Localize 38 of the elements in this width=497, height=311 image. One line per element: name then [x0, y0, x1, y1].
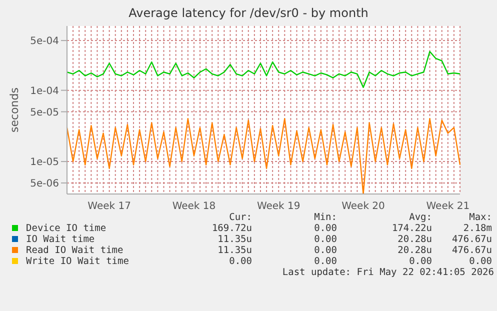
x-tick-label: Week 21 — [426, 201, 470, 212]
text: 0.00 — [313, 245, 337, 256]
legend-label: Write IO Wait time — [25, 256, 130, 267]
text: 0.00 — [313, 223, 337, 234]
text: Last update: Fri May 22 02:41:05 2026 — [281, 267, 494, 278]
legend-label: IO Wait time — [25, 234, 96, 245]
text: 174.22u — [390, 223, 432, 234]
y-tick-label: 5e-04 — [30, 36, 59, 48]
text: Cur: — [228, 212, 252, 223]
text: 169.72u — [210, 223, 252, 234]
legend-label: Read IO Wait time — [25, 245, 124, 256]
y-tick-label: 1e-05 — [30, 157, 59, 168]
x-tick-label: Week 20 — [342, 201, 385, 212]
text: 0.00 — [313, 256, 337, 267]
text: 20.28u — [396, 234, 432, 245]
text: 11.35u — [216, 234, 252, 245]
text: Avg: — [408, 212, 432, 223]
text: 0.00 — [313, 234, 337, 245]
y-axis-title: seconds — [8, 87, 21, 132]
y-tick-label: 1e-04 — [30, 86, 59, 97]
text: 0.00 — [228, 256, 252, 267]
text: Max: — [468, 212, 492, 223]
text: 0.00 — [468, 256, 492, 267]
x-tick-label: Week 17 — [88, 201, 131, 212]
text: 0.00 — [408, 256, 432, 267]
x-tick-label: Week 18 — [172, 201, 216, 212]
legend-label: Device IO time — [25, 223, 108, 234]
text: Min: — [313, 212, 337, 223]
y-tick-label: 5e-06 — [30, 178, 59, 190]
text: 2.18m — [462, 223, 492, 234]
y-tick-label: 5e-05 — [30, 107, 59, 118]
text: 20.28u — [396, 245, 432, 256]
chart-title: Average latency for /dev/sr0 - by month — [128, 5, 370, 22]
text: 476.67u — [450, 234, 492, 245]
text: 476.67u — [450, 245, 492, 256]
line-series — [66, 50, 461, 88]
x-tick-label: Week 19 — [256, 201, 300, 212]
text: 11.35u — [216, 245, 252, 256]
